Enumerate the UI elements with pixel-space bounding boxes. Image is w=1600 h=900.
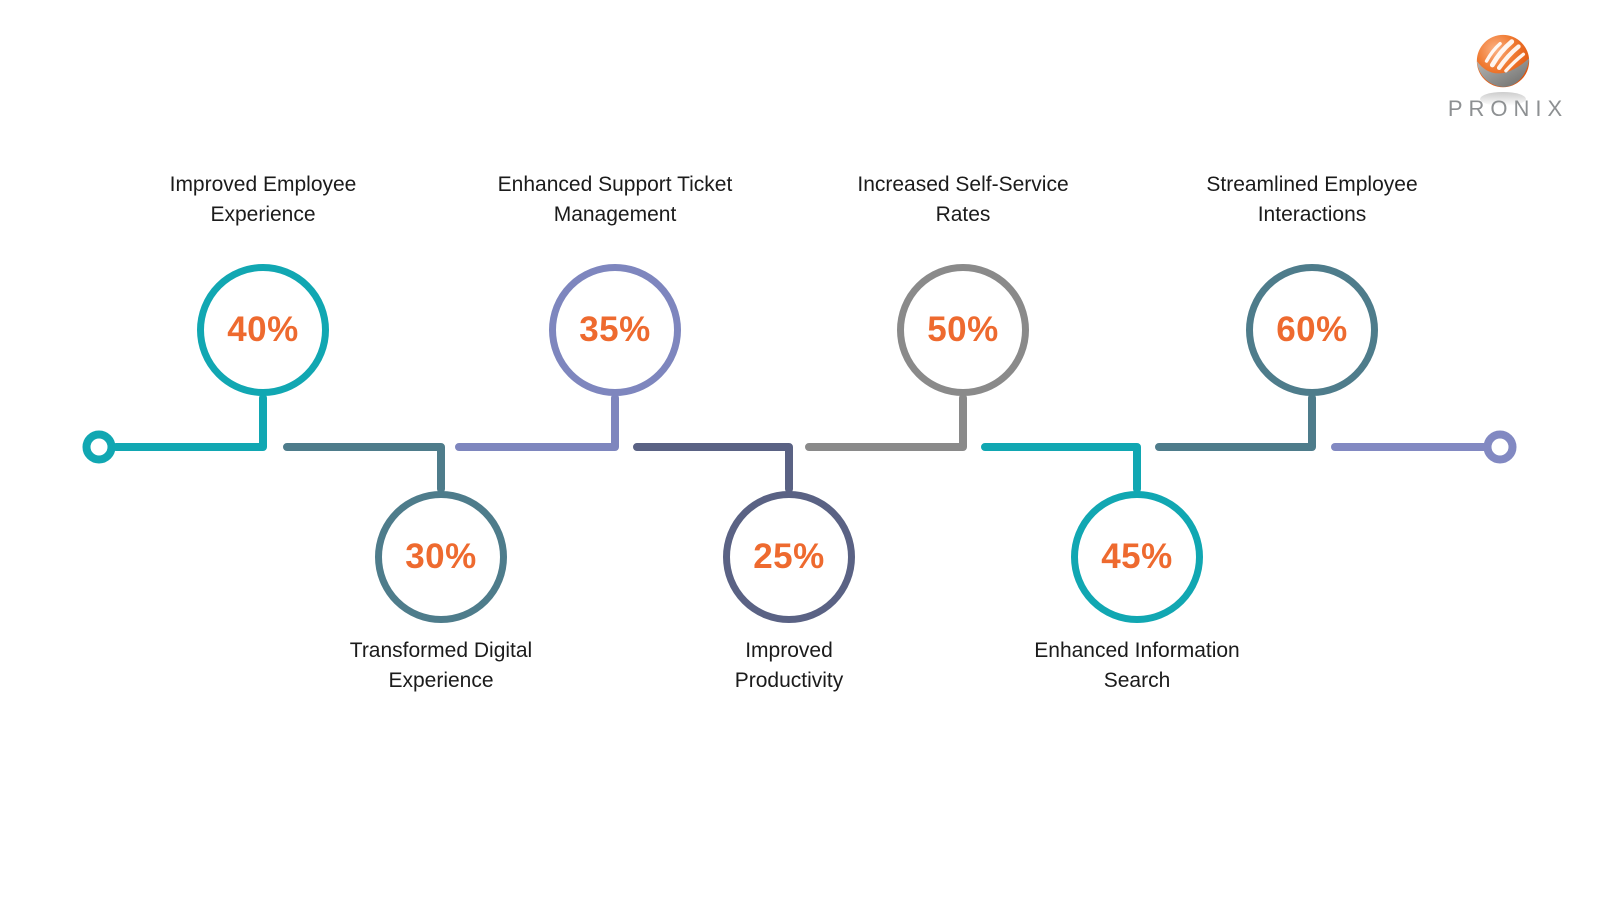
stat-circle: 25% [723,491,855,623]
stat-label-line2: Experience [388,669,494,692]
stat-label: Improved Employee Experience [63,170,463,230]
stat-value: 25% [753,537,825,576]
pronix-logo-reflection [1480,92,1526,106]
timeline-end-marker [1483,430,1517,464]
stat-circle: 50% [897,264,1029,396]
timeline-segment [112,394,267,451]
stat-label-line1: Enhanced Support Ticket [497,173,733,196]
stat-circle: 40% [197,264,329,396]
stat-label-line2: Management [553,203,677,226]
pronix-logo-text: PRONIX [1447,96,1569,121]
stat-value: 30% [405,537,477,576]
timeline-segment [1155,394,1316,451]
stat-circle: 30% [375,491,507,623]
stat-label-line2: Productivity [734,669,844,692]
stat-label: Enhanced Support Ticket Management [415,170,815,230]
timeline-segment [633,443,793,493]
stat-circle: 45% [1071,491,1203,623]
pronix-logo: PRONIX [1430,28,1590,123]
stat-label-line2: Search [1103,669,1171,692]
stat-label-line2: Interactions [1257,203,1367,226]
stat-label: Improved Productivity [589,636,989,696]
stat-label: Streamlined Employee Interactions [1112,170,1512,230]
stat-circle: 35% [549,264,681,396]
stat-label-line1: Increased Self-Service [857,173,1069,196]
stat-value: 50% [927,310,999,349]
stat-label: Transformed Digital Experience [241,636,641,696]
timeline-segment [805,394,967,451]
stat-label-line2: Experience [210,203,316,226]
stat-value: 35% [579,310,651,349]
stat-value: 60% [1276,310,1348,349]
stat-label-line1: Transformed Digital [349,639,533,662]
stat-value: 45% [1101,537,1173,576]
stat-circle: 60% [1246,264,1378,396]
stat-label-line1: Improved [745,639,833,662]
timeline-segment [283,443,445,493]
timeline-segment [981,443,1141,493]
stat-label-line1: Streamlined Employee [1206,173,1418,196]
stat-label-line2: Rates [935,203,991,226]
stat-label: Increased Self-Service Rates [763,170,1163,230]
pronix-logo-icon [1476,34,1530,88]
timeline-start-marker [82,430,116,464]
timeline-segment [455,394,619,451]
stat-label-line1: Enhanced Information [1034,639,1240,662]
stat-label: Enhanced Information Search [937,636,1337,696]
stat-label-line1: Improved Employee [169,173,357,196]
stat-value: 40% [227,310,299,349]
